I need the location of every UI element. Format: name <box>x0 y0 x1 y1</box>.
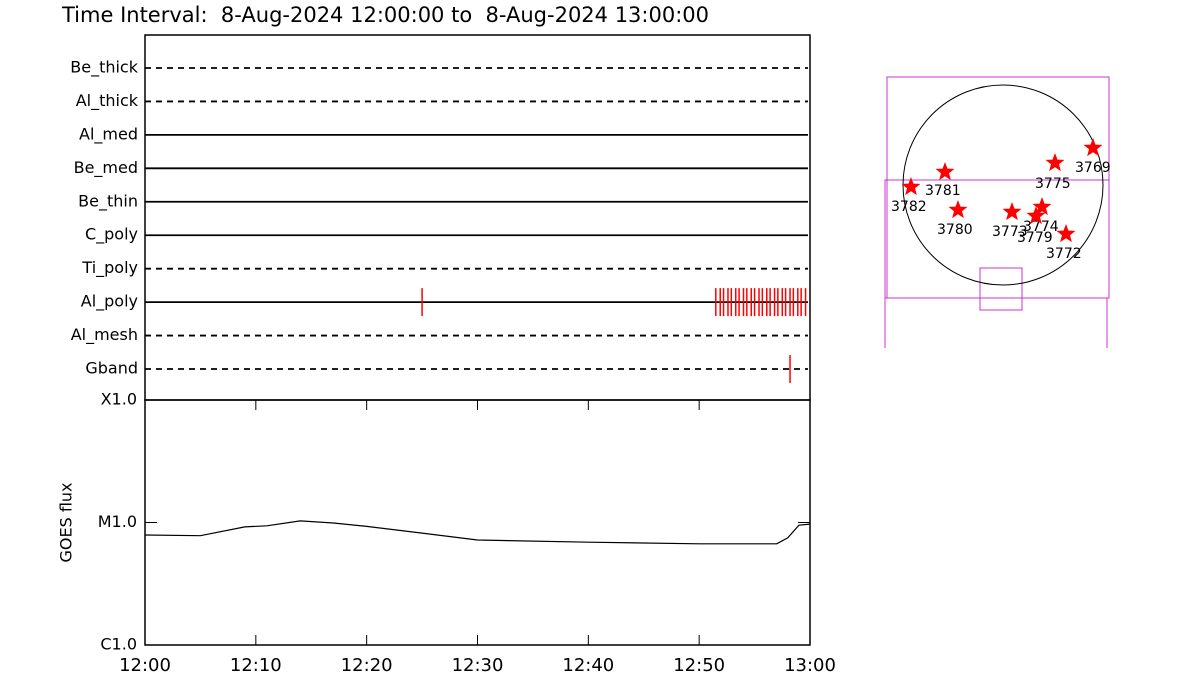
ar-star <box>1056 224 1076 243</box>
goes-curve <box>144 520 811 545</box>
row-label: Al_thick <box>76 91 139 111</box>
row-label: Be_thin <box>78 191 138 211</box>
y-axis-label: GOES flux <box>57 482 76 562</box>
fov-box <box>884 179 1110 299</box>
y-tick-label: X1.0 <box>101 390 137 409</box>
ar-label: 3780 <box>937 222 973 238</box>
ar: 3775 <box>1035 153 1071 192</box>
ar-star <box>1026 206 1046 225</box>
ar-label: 3774 <box>1023 219 1059 235</box>
y-tick-label: M1.0 <box>98 512 137 531</box>
fov-box <box>979 267 1023 311</box>
ar-star <box>1032 197 1052 216</box>
ar-label: 3782 <box>891 199 927 215</box>
x-tick-label: 12:10 <box>230 655 282 676</box>
ar: 3773 <box>992 202 1028 240</box>
row-label: Be_thick <box>70 58 138 78</box>
ar: 3782 <box>891 177 927 215</box>
ar-label: 3781 <box>925 183 961 199</box>
ar: 3774 <box>1023 197 1059 235</box>
ar: 3772 <box>1046 224 1082 262</box>
row-label: Al_med <box>79 124 138 144</box>
ar: 3779 <box>1017 206 1053 246</box>
ar-star <box>935 162 955 181</box>
timeline-frame <box>144 34 811 401</box>
ar: 3780 <box>937 200 973 238</box>
ar: 3769 <box>1075 138 1111 176</box>
ar-label: 3773 <box>992 224 1028 240</box>
fov-box <box>886 76 1110 299</box>
ar: 3781 <box>925 162 961 199</box>
row-label: Gband <box>85 359 138 378</box>
row-label: Ti_poly <box>81 258 138 278</box>
x-tick-label: 13:00 <box>784 655 836 676</box>
row-label: Be_med <box>74 158 138 178</box>
row-label: C_poly <box>85 225 138 245</box>
active-regions: 3769 3775 3781 3782 3780 3773 3774 3779 … <box>891 138 1111 262</box>
ar-star <box>1083 138 1103 157</box>
y-tick-label: C1.0 <box>100 635 137 654</box>
x-tick-label: 12:30 <box>452 655 504 676</box>
row-label: Al_mesh <box>71 325 138 345</box>
ar-star <box>1002 202 1022 221</box>
ar-star <box>1045 153 1065 172</box>
ar-label: 3769 <box>1075 160 1111 176</box>
x-tick-label: 12:40 <box>562 655 614 676</box>
ar-label: 3775 <box>1035 176 1071 192</box>
ar-star <box>948 200 968 219</box>
x-tick-label: 12:50 <box>673 655 725 676</box>
ar-label: 3779 <box>1017 230 1053 246</box>
row-label: Al_poly <box>81 292 138 312</box>
x-tick-label: 12:20 <box>341 655 393 676</box>
goes-frame <box>144 399 811 646</box>
x-tick-label: 12:00 <box>119 655 171 676</box>
ar-star <box>901 177 921 196</box>
ar-label: 3772 <box>1046 246 1082 262</box>
chart-title: Time Interval: 8-Aug-2024 12:00:00 to 8-… <box>61 3 709 27</box>
